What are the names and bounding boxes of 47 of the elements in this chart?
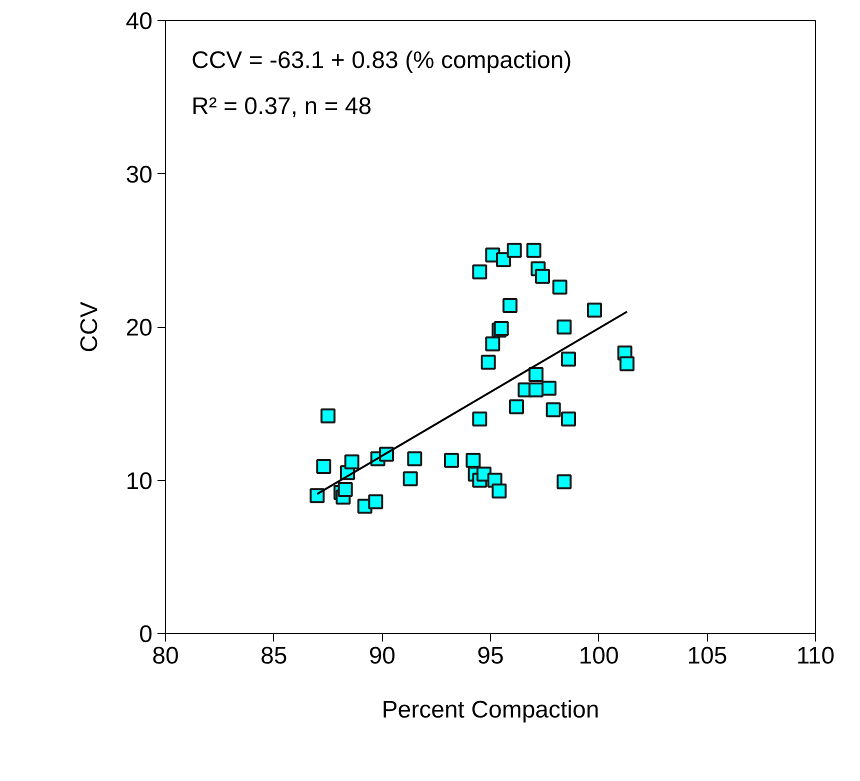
y-tick-label: 10 (126, 468, 153, 495)
point (492, 483, 507, 498)
point (485, 336, 500, 352)
point (620, 356, 634, 372)
point (556, 320, 572, 334)
point (535, 268, 550, 284)
x-tick-label: 90 (368, 642, 396, 670)
point (472, 411, 488, 426)
point (338, 482, 353, 497)
x-tick-label: 110 (796, 642, 835, 670)
point (316, 458, 332, 474)
x-tick-label: 100 (578, 642, 619, 670)
annotation: CCV = -63.1 + 0.83 (% compaction) (192, 46, 572, 74)
point (320, 408, 336, 424)
point (310, 488, 325, 504)
point (472, 264, 488, 280)
point (444, 452, 459, 468)
point (552, 280, 568, 295)
point (546, 402, 561, 418)
point (528, 367, 544, 382)
point (502, 298, 518, 314)
x-axis-title: Percent Compaction (382, 696, 600, 724)
point (561, 411, 576, 426)
point (496, 252, 511, 268)
point (587, 302, 602, 318)
y-tick-label: 30 (126, 161, 153, 188)
x-tick-label: 95 (477, 642, 504, 670)
point (368, 494, 384, 510)
y-axis-title: CCV (76, 302, 103, 352)
y-tick-label: 20 (126, 314, 153, 342)
x-tick-label: 85 (260, 642, 288, 670)
point (506, 242, 522, 258)
point (407, 451, 422, 466)
annotation: R² = 0.37, n = 48 (192, 92, 372, 120)
point (509, 399, 524, 414)
point (542, 380, 556, 396)
x-tick-label: 80 (152, 642, 179, 670)
point (556, 474, 572, 490)
point (344, 454, 360, 470)
point (480, 354, 496, 370)
point (466, 452, 481, 468)
y-tick-label: 0 (139, 621, 153, 648)
point (561, 352, 576, 367)
point (402, 471, 418, 486)
x-tick-label: 105 (687, 642, 728, 670)
point (526, 242, 542, 258)
y-tick-label: 40 (126, 8, 153, 35)
